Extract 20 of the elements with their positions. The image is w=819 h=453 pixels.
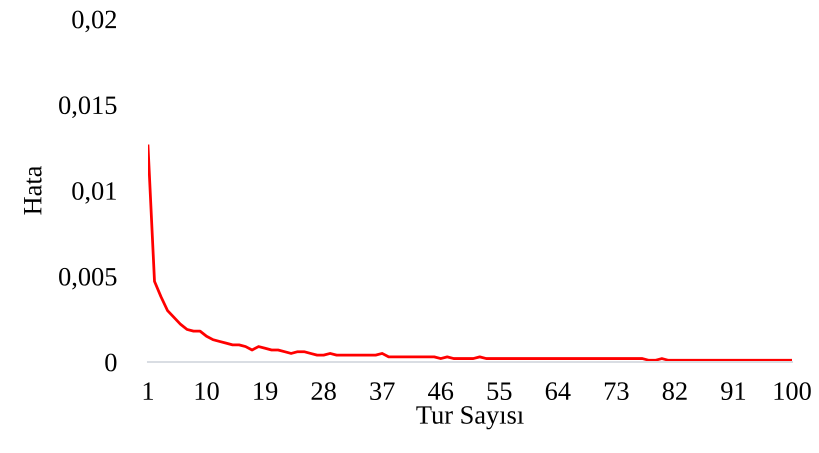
x-tick-label: 82 — [662, 382, 687, 400]
x-tick-label: 64 — [546, 382, 571, 400]
line-series — [148, 144, 792, 362]
x-tick-label: 73 — [604, 382, 629, 400]
x-tick-label: 100 — [774, 382, 811, 400]
x-tick-label: 46 — [428, 382, 454, 400]
y-tick-label: 0,005 — [59, 268, 116, 290]
y-tick-label: 0,02 — [72, 10, 116, 32]
x-tick-label: 37 — [370, 382, 395, 400]
y-tick-label: 0 — [105, 354, 116, 372]
x-tick-label: 10 — [196, 382, 219, 400]
x-tick-label: 28 — [312, 382, 336, 400]
x-tick-label: 19 — [254, 382, 278, 400]
x-tick-label: 91 — [721, 382, 746, 400]
x-axis-title: Tur Sayısı — [416, 406, 524, 430]
x-tick-label: 1 — [144, 382, 154, 400]
y-tick-label: 0,01 — [72, 182, 116, 204]
y-axis-title: Hata — [24, 166, 42, 215]
x-tick-label: 55 — [488, 382, 512, 400]
y-tick-label: 0,015 — [59, 96, 116, 118]
